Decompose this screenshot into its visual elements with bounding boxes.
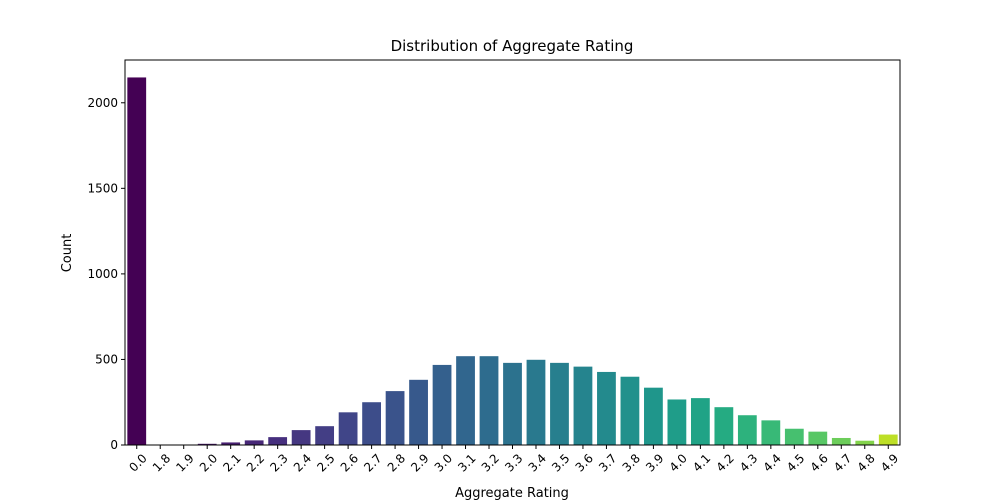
bar-4.1 bbox=[690, 398, 710, 445]
x-tick-label: 4.2 bbox=[714, 451, 737, 474]
x-tick-label: 3.8 bbox=[620, 451, 643, 474]
bar-0.0 bbox=[127, 77, 147, 445]
x-tick-label: 2.2 bbox=[244, 451, 267, 474]
y-axis-label: Count bbox=[60, 234, 75, 273]
bar-2.0 bbox=[197, 443, 217, 445]
x-tick-label: 2.8 bbox=[385, 451, 408, 474]
y-tick-label: 1500 bbox=[87, 181, 118, 195]
x-tick-label: 4.1 bbox=[690, 451, 713, 474]
bar-2.9 bbox=[409, 379, 428, 445]
bar-2.3 bbox=[268, 437, 288, 445]
x-tick-label: 4.3 bbox=[737, 451, 760, 474]
chart-title: Distribution of Aggregate Rating bbox=[391, 37, 634, 55]
x-tick-label: 2.7 bbox=[361, 451, 384, 474]
x-tick-label: 3.4 bbox=[526, 451, 549, 474]
x-tick-label: 0.0 bbox=[126, 451, 149, 474]
bar-2.8 bbox=[385, 391, 405, 445]
bar-4.3 bbox=[737, 415, 757, 445]
bar-4.5 bbox=[784, 428, 804, 445]
bar-3.5 bbox=[550, 362, 569, 445]
x-tick-label: 2.4 bbox=[291, 451, 314, 474]
x-tick-label: 3.1 bbox=[455, 451, 478, 474]
bar-4.7 bbox=[831, 437, 851, 445]
x-axis-label: Aggregate Rating bbox=[455, 486, 569, 500]
bars-group bbox=[127, 77, 898, 445]
x-tick-label: 3.9 bbox=[643, 451, 666, 474]
x-tick-label: 4.4 bbox=[760, 451, 783, 474]
bar-4.8 bbox=[855, 440, 875, 445]
bar-3.6 bbox=[573, 366, 593, 445]
x-tick-label: 4.5 bbox=[784, 451, 807, 474]
bar-3.1 bbox=[456, 356, 475, 445]
bar-4.6 bbox=[808, 431, 828, 445]
x-tick-label: 2.0 bbox=[197, 451, 220, 474]
x-tick-label: 3.3 bbox=[502, 451, 525, 474]
x-tick-label: 4.6 bbox=[807, 451, 830, 474]
bar-3.3 bbox=[503, 362, 522, 445]
bar-3.9 bbox=[644, 387, 663, 445]
x-tick-label: 1.8 bbox=[150, 451, 173, 474]
bar-3.4 bbox=[526, 359, 546, 445]
bar-2.5 bbox=[315, 426, 335, 445]
bar-2.2 bbox=[244, 440, 264, 445]
x-tick-label: 2.9 bbox=[408, 451, 431, 474]
x-tick-label: 3.6 bbox=[573, 451, 596, 474]
bar-2.4 bbox=[291, 430, 311, 445]
bar-4.4 bbox=[761, 420, 781, 445]
bar-3.8 bbox=[620, 376, 640, 445]
x-tick-label: 3.0 bbox=[432, 451, 455, 474]
x-tick-label: 4.8 bbox=[854, 451, 877, 474]
x-tick-label: 2.5 bbox=[314, 451, 337, 474]
y-tick-label: 1000 bbox=[87, 267, 118, 281]
x-axis-ticks: 0.0 1.8 1.9 2.0 2.1 2.2 2.3 2.4 2.5 2.6 2.7 2.8 2.9 3… bbox=[126, 445, 901, 475]
y-tick-label: 500 bbox=[95, 352, 118, 366]
x-tick-label: 4.0 bbox=[667, 451, 690, 474]
bar-2.7 bbox=[362, 402, 381, 445]
bar-2.1 bbox=[221, 442, 241, 445]
x-tick-label: 2.6 bbox=[338, 451, 361, 474]
bar-2.6 bbox=[338, 412, 358, 445]
y-tick-label: 2000 bbox=[87, 96, 118, 110]
x-tick-label: 4.9 bbox=[878, 451, 901, 474]
bar-3.7 bbox=[597, 371, 616, 445]
y-tick-label: 0 bbox=[110, 438, 118, 452]
y-axis-ticks: 0 500 1000 1500 2000 bbox=[87, 96, 125, 452]
x-tick-label: 3.2 bbox=[479, 451, 502, 474]
bar-3.2 bbox=[479, 356, 499, 445]
x-tick-label: 1.9 bbox=[173, 451, 196, 474]
bar-4.9 bbox=[878, 434, 898, 445]
x-tick-label: 4.7 bbox=[831, 451, 854, 474]
x-tick-label: 3.5 bbox=[549, 451, 572, 474]
x-tick-label: 2.3 bbox=[267, 451, 290, 474]
bar-3.0 bbox=[432, 364, 452, 445]
x-tick-label: 2.1 bbox=[220, 451, 243, 474]
bar-4.2 bbox=[714, 407, 734, 445]
bar-4.0 bbox=[667, 399, 687, 445]
x-tick-label: 3.7 bbox=[596, 451, 619, 474]
